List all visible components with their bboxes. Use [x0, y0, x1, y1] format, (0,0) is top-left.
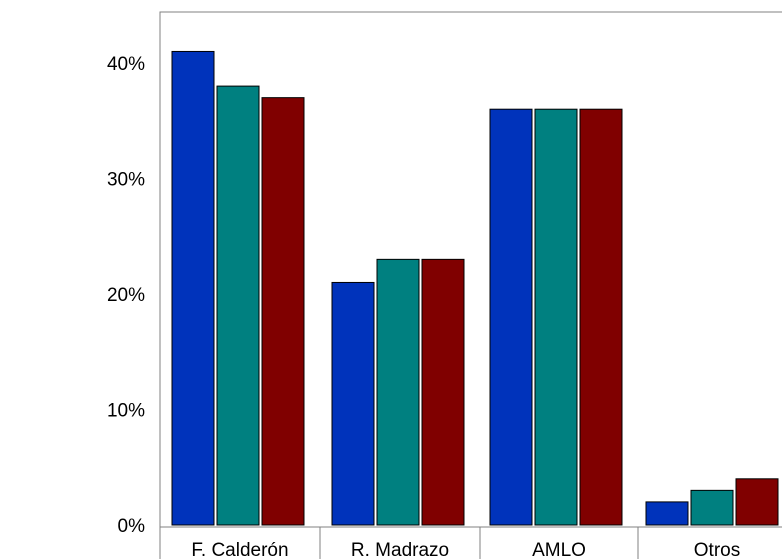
bar: [579, 108, 623, 526]
bar: [690, 489, 734, 526]
bar: [421, 258, 465, 526]
bars: [171, 50, 779, 526]
x-axis-category-labels: F. Calderón R. Madrazo AMLO Otros: [191, 540, 740, 559]
y-tick-label: 40%: [107, 54, 145, 75]
y-tick-label: 20%: [107, 285, 145, 306]
y-axis-ticks: 0% 10% 20% 30% 40%: [107, 54, 145, 537]
x-tick-label: R. Madrazo: [351, 540, 449, 559]
x-tick-label: AMLO: [532, 540, 586, 559]
y-tick-label: 0%: [118, 516, 146, 537]
bar: [261, 97, 305, 526]
bar: [376, 258, 420, 526]
bar: [735, 478, 779, 526]
bar: [216, 85, 260, 526]
y-tick-label: 30%: [107, 170, 145, 191]
bar: [534, 108, 578, 526]
y-tick-label: 10%: [107, 401, 145, 422]
x-tick-label: Otros: [694, 540, 740, 559]
bar: [645, 501, 689, 526]
x-tick-label: F. Calderón: [191, 540, 288, 559]
bar: [489, 108, 533, 526]
bar: [331, 281, 375, 526]
category-separators: [159, 527, 639, 559]
bar: [171, 50, 215, 526]
